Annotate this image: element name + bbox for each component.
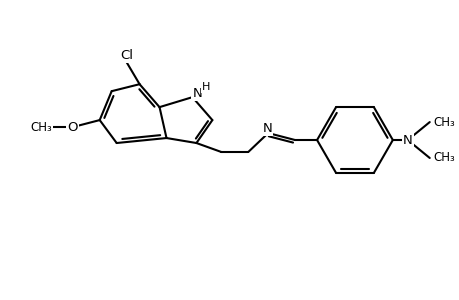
Text: CH₃: CH₃: [30, 121, 52, 134]
Text: O: O: [67, 121, 78, 134]
Text: N: N: [192, 87, 202, 100]
Text: Cl: Cl: [120, 49, 133, 62]
Text: CH₃: CH₃: [433, 152, 454, 164]
Text: N: N: [402, 134, 412, 146]
Text: H: H: [202, 82, 210, 92]
Text: CH₃: CH₃: [433, 116, 454, 129]
Text: N: N: [262, 122, 271, 135]
